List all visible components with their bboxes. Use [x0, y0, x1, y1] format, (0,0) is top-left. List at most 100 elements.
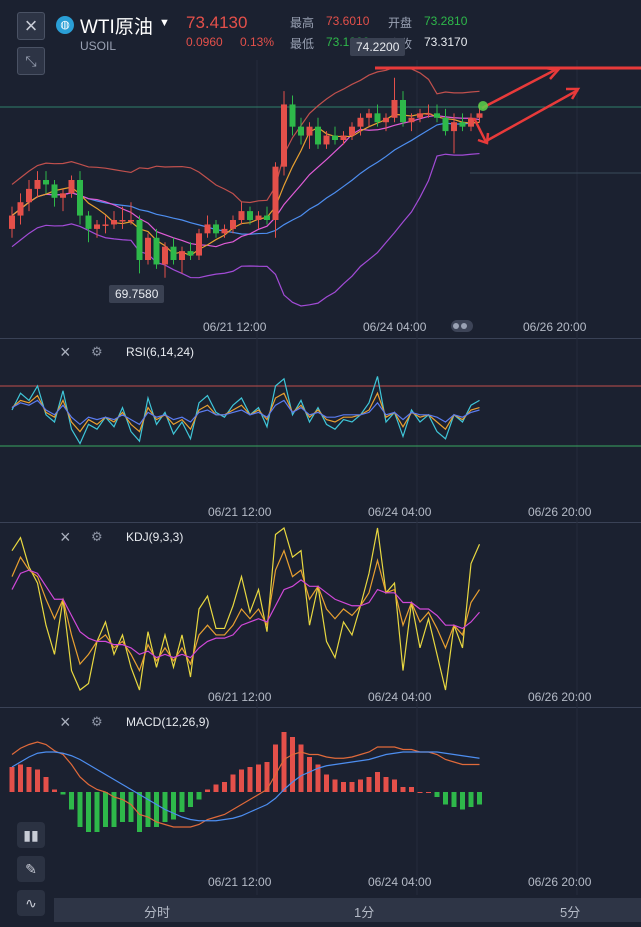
candle-body: [60, 193, 66, 198]
macd-histogram-bar: [417, 792, 423, 793]
collapse-arrows-icon: ⤡: [25, 53, 37, 69]
candle-body: [187, 251, 194, 256]
macd-histogram-bar: [247, 767, 253, 792]
time-tick: 06/21 12:00: [203, 320, 267, 334]
high-label: 最高: [290, 16, 315, 30]
macd-histogram-bar: [179, 792, 185, 812]
annotation-arrow: [472, 117, 488, 143]
open-value: 73.2810: [424, 14, 468, 28]
candle-body: [128, 220, 134, 222]
kdj-j-line: [11, 526, 481, 691]
time-tick: 06/21 12:00: [208, 505, 272, 519]
macd-histogram-bar: [103, 792, 108, 827]
macd-histogram-bar: [392, 779, 397, 792]
chevron-down-icon[interactable]: ▼: [159, 17, 170, 29]
candle-body: [51, 184, 58, 198]
ma20-line: [11, 121, 480, 235]
macd-histogram-bar: [434, 792, 440, 797]
candlestick-icon: ▮▮: [23, 827, 39, 843]
candle-body: [145, 237, 151, 260]
draw-tool-button[interactable]: ✎: [17, 856, 45, 882]
close-icon: ×: [24, 13, 38, 38]
macd-histogram-bar: [256, 764, 261, 792]
macd-histogram-bar: [409, 787, 414, 792]
macd-histogram-bar: [383, 777, 389, 792]
indicator-tool-button[interactable]: ∿: [17, 890, 45, 916]
rsi24-line: [11, 399, 480, 426]
candle-body: [391, 100, 398, 118]
candle-body: [85, 215, 92, 229]
kdj-label: KDJ(9,3,3): [126, 530, 184, 544]
macd-label: MACD(12,26,9): [126, 715, 210, 729]
macd-histogram-bar: [18, 764, 23, 792]
macd-histogram-bar: [358, 779, 363, 792]
candle-body: [400, 100, 406, 123]
candle-body: [332, 135, 338, 140]
time-tick: 06/24 04:00: [363, 320, 427, 334]
macd-histogram-bar: [43, 777, 49, 792]
time-tick: 06/24 04:00: [368, 875, 432, 889]
macd-histogram-bar: [443, 792, 448, 805]
candle-body: [221, 228, 228, 234]
rsi6-line: [11, 376, 480, 445]
close-macd-icon[interactable]: ×: [60, 712, 71, 732]
candle-body: [162, 246, 168, 265]
time-tick: 06/21 12:00: [208, 690, 272, 704]
candle-body: [179, 251, 185, 260]
macd-histogram-bar: [188, 792, 193, 807]
candle-body: [111, 220, 117, 225]
kdj-k-line: [11, 548, 481, 673]
timeframe-tab-1min[interactable]: 1分: [354, 905, 375, 920]
candle-body: [383, 117, 389, 123]
instrument-name[interactable]: WTI原油: [80, 17, 153, 38]
close-button[interactable]: ×: [17, 12, 45, 40]
candle-body: [281, 104, 287, 167]
close-rsi-icon[interactable]: ×: [60, 342, 71, 362]
candle-body: [442, 117, 449, 132]
panel-separator: [0, 338, 641, 339]
candle-body: [196, 233, 202, 256]
macd-histogram-bar: [26, 767, 32, 792]
rsi-settings-gear-icon[interactable]: ⚙: [91, 344, 103, 359]
macd-histogram-bar: [324, 774, 329, 792]
prev-close-value: 73.3170: [424, 35, 468, 49]
time-tick: 06/26 20:00: [528, 690, 592, 704]
macd-histogram-bar: [52, 789, 57, 792]
macd-histogram-bar: [349, 782, 355, 792]
macd-histogram-bar: [213, 784, 219, 792]
kdj-settings-gear-icon[interactable]: ⚙: [91, 529, 103, 544]
open-label: 开盘: [388, 16, 413, 30]
time-tick: 06/26 20:00: [528, 505, 592, 519]
more-dots-icon[interactable]: [451, 320, 473, 332]
macd-histogram-bar: [366, 777, 372, 792]
candle-body: [357, 117, 364, 127]
macd-settings-gear-icon[interactable]: ⚙: [91, 714, 103, 729]
annotation-arrowhead: [566, 87, 581, 100]
annotation-arrow: [487, 88, 579, 142]
macd-histogram-bar: [196, 792, 202, 800]
macd-histogram-bar: [222, 782, 227, 792]
candlestick-tool-button[interactable]: ▮▮: [17, 822, 45, 848]
live-price-dot: [478, 101, 488, 111]
rsi-label: RSI(6,14,24): [126, 345, 195, 359]
price-change-percent: 0.13%: [240, 35, 275, 49]
fullscreen-button[interactable]: ⤡: [17, 47, 45, 75]
close-kdj-icon[interactable]: ×: [60, 527, 71, 547]
timeframe-tab-5min[interactable]: 5分: [560, 905, 581, 920]
candle-body: [298, 126, 304, 136]
timeframe-tab-timeline[interactable]: 分时: [144, 905, 171, 920]
macd-histogram-bar: [468, 792, 474, 807]
timeframe-bar: [54, 898, 641, 922]
candle-body: [170, 246, 177, 260]
candle-body: [459, 122, 466, 127]
candle-body: [289, 104, 296, 127]
instrument-symbol: USOIL: [80, 39, 117, 53]
candle-body: [119, 220, 126, 222]
candle-body: [468, 117, 474, 127]
macd-histogram-bar: [137, 792, 142, 832]
macd-histogram-bar: [426, 792, 431, 793]
macd-histogram-bar: [451, 792, 457, 807]
annotation-arrowhead: [544, 66, 561, 80]
time-tick: 06/24 04:00: [368, 690, 432, 704]
